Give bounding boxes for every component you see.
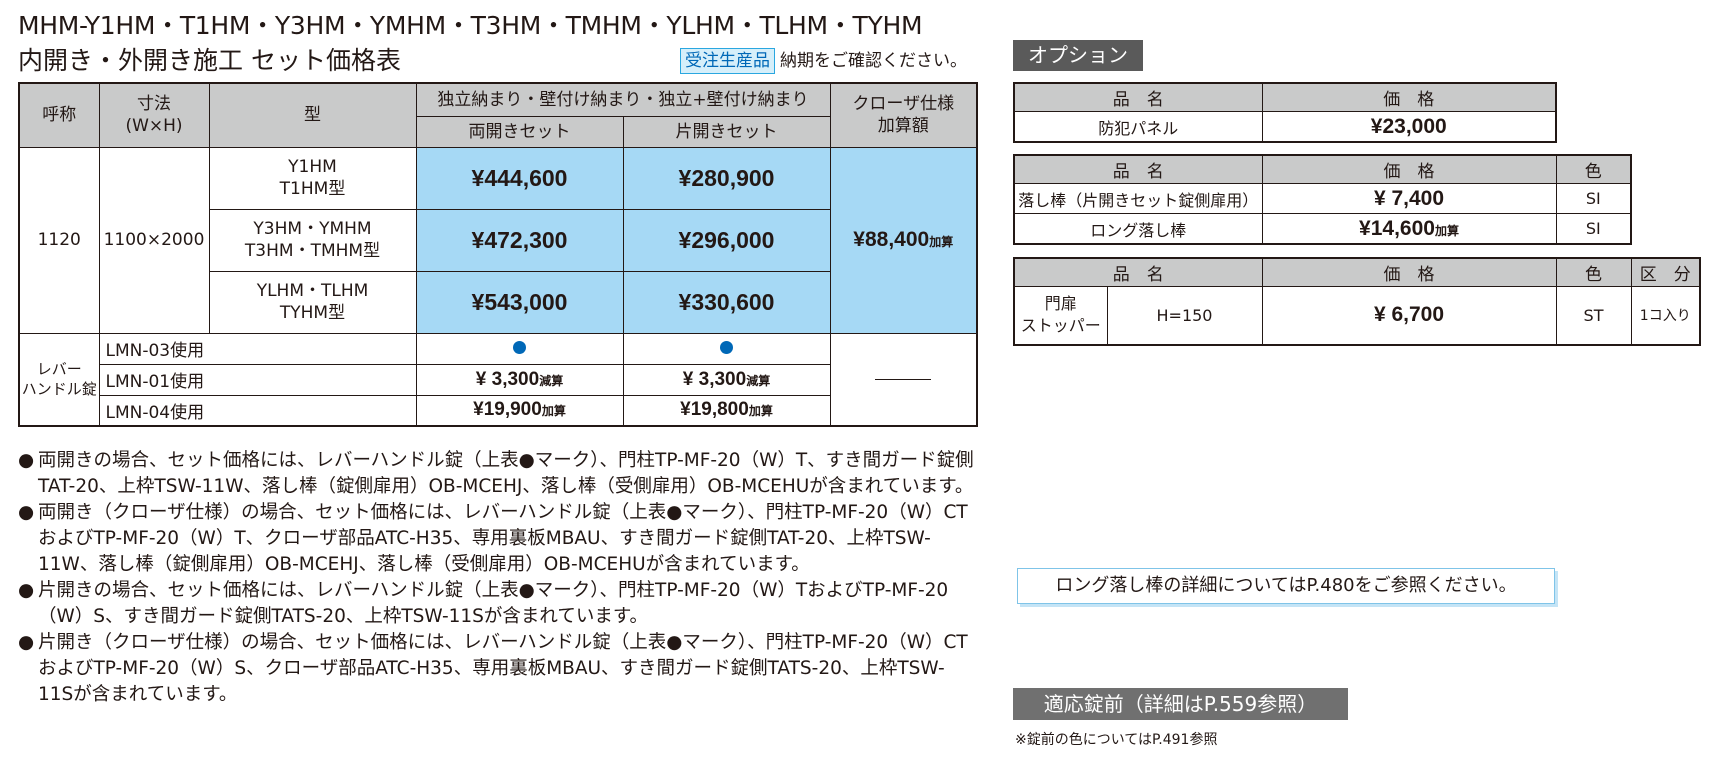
option-table-stopper: 品 名 価 格 色 区 分 門扉 ストッパー H=150 ¥ 6,700 ST 1…: [1013, 257, 1701, 346]
delivery-note: 納期をご確認ください。: [780, 51, 967, 71]
lock-header: 適応錠前（詳細はP.559参照）: [1013, 688, 1348, 720]
option-name: ロング落し棒: [1013, 213, 1263, 245]
header-single: 片開きセット: [622, 115, 831, 148]
options-header: オプション: [1013, 40, 1143, 71]
option-price: ¥23,000: [1261, 111, 1557, 143]
single-price: ¥280,900: [622, 146, 831, 210]
type-cell: Y3HM・YMHM T3HM・TMHM型: [208, 208, 417, 272]
option-price: ¥ 6,700: [1261, 286, 1557, 345]
lever-double-dot: [415, 332, 624, 365]
note-item: ● 両開きの場合、セット価格には、レバーハンドル錠（上表●マーク）、門柱TP-MF…: [18, 450, 974, 497]
closer-price: ¥88,400加算: [829, 146, 978, 334]
lever-row-name: LMN-01使用: [98, 363, 417, 396]
lever-closer-empty: [829, 332, 978, 427]
notes: ● 両開きの場合、セット価格には、レバーハンドル錠（上表●マーク）、門柱TP-MF…: [18, 448, 978, 708]
header-type: 型: [208, 82, 417, 148]
col-color: 色: [1555, 257, 1632, 287]
col-name: 品 名: [1013, 257, 1263, 287]
lever-row-name: LMN-04使用: [98, 394, 417, 427]
option-table-panel: 品 名 価 格 防犯パネル ¥23,000: [1013, 82, 1557, 143]
note-item: ● 両開き（クローザ仕様）の場合、セット価格には、レバーハンドル錠（上表●マーク）…: [18, 502, 968, 575]
set-price-table: 呼称 寸法 (W×H) 型 独立納まり・壁付け納まり・独立+壁付け納まり クローザ…: [18, 82, 978, 427]
note-item: ● 片開き（クローザ仕様）の場合、セット価格には、レバーハンドル錠（上表●マーク）…: [18, 632, 968, 705]
lever-single-price: ¥19,800加算: [622, 394, 831, 427]
col-category: 区 分: [1630, 257, 1701, 287]
col-price: 価 格: [1261, 257, 1557, 287]
type-cell: YLHM・TLHM TYHM型: [208, 270, 417, 334]
single-price: ¥296,000: [622, 208, 831, 272]
header-closer: クローザ仕様 加算額: [829, 82, 978, 148]
double-price: ¥444,600: [415, 146, 624, 210]
header-double: 両開きセット: [415, 115, 624, 148]
option-name: 落し棒（片開きセット錠側扉用）: [1013, 183, 1263, 214]
col-name: 品 名: [1013, 154, 1263, 184]
double-price: ¥472,300: [415, 208, 624, 272]
dash-line: [875, 378, 932, 380]
col-price: 価 格: [1261, 82, 1557, 112]
type-cell: Y1HM T1HM型: [208, 146, 417, 210]
lever-double-price: ¥ 3,300減算: [415, 363, 624, 396]
lever-single-dot: [622, 332, 831, 365]
lock-color-note: ※錠前の色についてはP.491参照: [1015, 732, 1218, 748]
lever-single-price: ¥ 3,300減算: [622, 363, 831, 396]
single-price: ¥330,600: [622, 270, 831, 334]
col-name: 品 名: [1013, 82, 1263, 112]
option-price: ¥14,600加算: [1261, 213, 1557, 245]
option-color: ST: [1555, 286, 1632, 345]
product-name: 1120: [18, 146, 100, 334]
option-name: 防犯パネル: [1013, 111, 1263, 143]
page-subtitle: 内開き・外開き施工 セット価格表: [18, 46, 401, 75]
note-item: ● 片開きの場合、セット価格には、レバーハンドル錠（上表●マーク）、門柱TP-MF…: [18, 580, 949, 627]
option-color: SI: [1555, 183, 1632, 214]
double-price: ¥543,000: [415, 270, 624, 334]
reference-note: ロング落し棒の詳細についてはP.480をご参照ください。: [1017, 568, 1555, 604]
option-color: SI: [1555, 213, 1632, 245]
option-name: 門扉 ストッパー: [1013, 286, 1108, 345]
option-spec: H=150: [1106, 286, 1263, 345]
standard-mark-icon: [513, 340, 526, 354]
option-table-dropbar: 品 名 価 格 色 落し棒（片開きセット錠側扉用） ¥ 7,400 SI ロング…: [1013, 154, 1632, 245]
header-size: 寸法 (W×H): [98, 82, 210, 148]
standard-mark-icon: [720, 340, 733, 354]
option-category: 1コ入り: [1630, 286, 1701, 345]
col-price: 価 格: [1261, 154, 1557, 184]
lever-double-price: ¥19,900加算: [415, 394, 624, 427]
header-group: 独立納まり・壁付け納まり・独立+壁付け納まり: [415, 82, 831, 117]
header-name: 呼称: [18, 82, 100, 148]
product-size: 1100×2000: [98, 146, 210, 334]
lever-row-name: LMN-03使用: [98, 332, 417, 365]
col-color: 色: [1555, 154, 1632, 184]
lever-label: レバー ハンドル錠: [18, 332, 100, 427]
option-price: ¥ 7,400: [1261, 183, 1557, 214]
made-to-order-badge: 受注生産品: [680, 48, 775, 74]
page-title: MHM-Y1HM・T1HM・Y3HM・YMHM・T3HM・TMHM・YLHM・T…: [18, 11, 923, 40]
